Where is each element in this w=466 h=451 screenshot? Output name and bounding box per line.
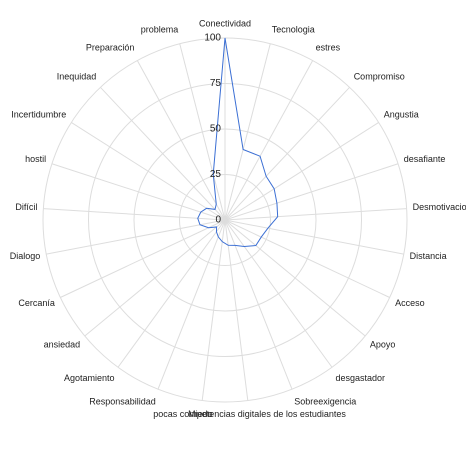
- category-label: Angustia: [384, 109, 419, 119]
- spoke: [224, 208, 407, 221]
- category-label: problema: [141, 25, 179, 35]
- category-label: ansiedad: [44, 339, 81, 349]
- spoke: [224, 219, 404, 255]
- spoke: [71, 122, 226, 221]
- spoke: [224, 60, 314, 221]
- spoke: [43, 208, 226, 221]
- r-tick-label: 0: [215, 215, 221, 226]
- spoke: [224, 219, 293, 390]
- category-label: Difícil: [15, 202, 37, 212]
- category-label: Sobreexigencia: [294, 397, 356, 407]
- spoke: [157, 219, 226, 390]
- r-tick-label: 50: [210, 124, 222, 135]
- spoke: [224, 43, 271, 221]
- spoke: [51, 163, 226, 221]
- spoke: [201, 219, 226, 401]
- category-label: Responsabilidad: [89, 397, 156, 407]
- spoke: [179, 43, 226, 221]
- spoke: [46, 219, 226, 255]
- category-label: desafiante: [404, 154, 446, 164]
- category-label: desgastador: [336, 373, 386, 383]
- r-tick-label: 100: [204, 33, 221, 44]
- spoke: [224, 122, 379, 221]
- spoke: [60, 219, 226, 298]
- category-label: Incertidumbre: [11, 109, 66, 119]
- category-label: Preparación: [86, 43, 135, 53]
- spoke: [224, 219, 333, 368]
- spoke: [117, 219, 226, 368]
- category-label: Cercanía: [18, 298, 55, 308]
- category-label: Inequidad: [57, 71, 97, 81]
- category-label: Tecnologia: [272, 25, 315, 35]
- category-label: Dialogo: [10, 251, 41, 261]
- spoke: [224, 219, 366, 337]
- spoke: [224, 86, 350, 221]
- spoke: [136, 60, 226, 221]
- spoke: [224, 219, 390, 298]
- category-label: Compromiso: [354, 71, 405, 81]
- category-label: pocas competencias digitales de los estu…: [153, 409, 346, 419]
- r-tick-label: 25: [210, 169, 222, 180]
- category-label: hostil: [25, 154, 46, 164]
- spoke: [84, 219, 226, 337]
- spoke: [100, 86, 226, 221]
- spoke: [224, 163, 399, 221]
- category-label: Distancia: [410, 251, 447, 261]
- category-label: Acceso: [395, 298, 425, 308]
- category-label: Desmotivacion: [413, 202, 466, 212]
- category-label: Miedo: [188, 409, 213, 419]
- category-label: estres: [316, 43, 341, 53]
- spoke: [224, 219, 249, 401]
- category-label: Agotamiento: [64, 373, 115, 383]
- series-line: [197, 37, 279, 248]
- category-label: Apoyo: [370, 339, 396, 349]
- r-tick-label: 75: [210, 78, 222, 89]
- category-label: Conectividad: [199, 18, 251, 28]
